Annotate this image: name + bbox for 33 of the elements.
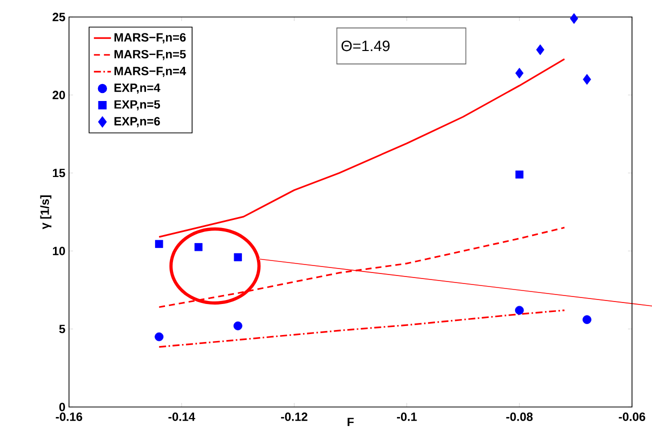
point bbox=[154, 332, 164, 342]
point bbox=[194, 243, 202, 252]
point bbox=[570, 13, 578, 24]
y-tick-label: 0 bbox=[59, 402, 65, 412]
annotation: Θ=1.49 bbox=[342, 40, 390, 52]
legend-label: MARS−F,n=5 bbox=[114, 50, 186, 60]
legend-label: MARS−F,n=6 bbox=[114, 33, 186, 44]
point bbox=[582, 315, 592, 324]
legend-label: MARS−F,n=4 bbox=[114, 66, 186, 77]
x-tick-label: -0.16 bbox=[56, 412, 82, 421]
x-tick-label: -0.14 bbox=[168, 412, 196, 421]
x-axis-title: F bbox=[348, 418, 354, 426]
point bbox=[155, 240, 164, 248]
x-tick-label: -0.08 bbox=[506, 412, 533, 421]
point bbox=[515, 306, 524, 315]
y-axis-title: γ [1/s] bbox=[40, 195, 52, 230]
legend-label: EXP,n=5 bbox=[114, 100, 160, 110]
y-tick-label: 15 bbox=[52, 168, 66, 178]
x-tick-label: -0.06 bbox=[618, 412, 646, 421]
x-tick-label: -0.1 bbox=[396, 412, 417, 421]
y-tick-label: 25 bbox=[52, 12, 66, 22]
y-tick-label: 10 bbox=[52, 246, 65, 256]
point bbox=[234, 321, 242, 330]
y-tick-label: 5 bbox=[59, 324, 66, 334]
y-tick-label: 20 bbox=[52, 90, 65, 100]
point bbox=[515, 170, 524, 179]
x-tick-label: -0.12 bbox=[281, 412, 308, 421]
legend-label: EXP,n=6 bbox=[114, 117, 160, 128]
point bbox=[536, 44, 544, 56]
legend-label: EXP,n=4 bbox=[114, 84, 160, 94]
point bbox=[234, 253, 242, 262]
point bbox=[582, 74, 592, 85]
point bbox=[515, 68, 524, 79]
